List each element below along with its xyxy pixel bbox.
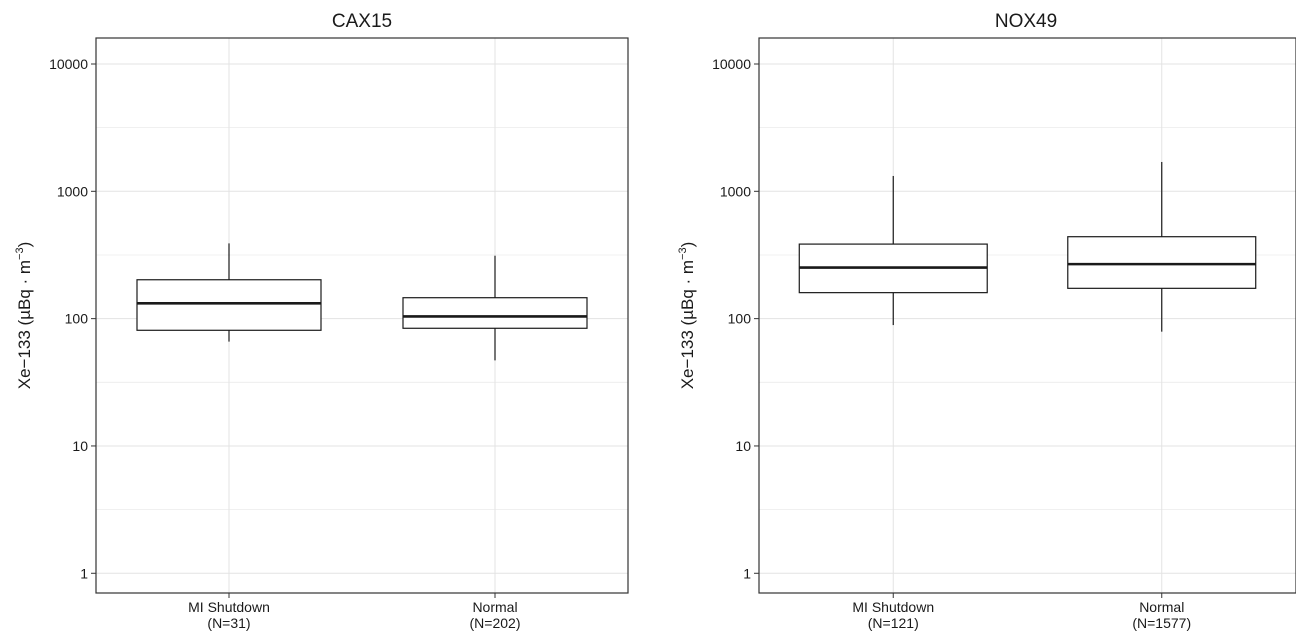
y-tick-label: 100: [65, 311, 89, 327]
box-iqr: [402, 297, 588, 329]
x-category-count: (N=202): [470, 615, 521, 631]
y-tick-label: 10000: [712, 56, 751, 72]
x-category-count: (N=31): [207, 615, 250, 631]
x-category-label: MI Shutdown: [852, 599, 934, 615]
x-category-label: Normal: [472, 599, 517, 615]
y-tick-label: 100: [728, 311, 752, 327]
x-category-count: (N=121): [868, 615, 919, 631]
x-category-label: MI Shutdown: [188, 599, 270, 615]
y-axis-label-close: ): [15, 242, 34, 248]
y-tick-label: 10: [735, 438, 751, 454]
y-axis-label-close: ): [678, 242, 697, 248]
panel-border: [758, 37, 1296, 594]
x-category-count: (N=1577): [1132, 615, 1191, 631]
y-tick-label: 10: [72, 438, 88, 454]
y-axis-label-main: Xe−133 (µBq · m: [678, 260, 697, 389]
y-axis-label-exponent: −3: [677, 247, 689, 260]
x-category-label: Normal: [1139, 599, 1184, 615]
panel-border: [95, 37, 629, 594]
box-iqr: [136, 279, 322, 331]
panel-title: CAX15: [332, 11, 392, 32]
y-tick-label: 1: [743, 565, 751, 581]
box-iqr: [1067, 236, 1257, 289]
y-axis-label-main: Xe−133 (µBq · m: [15, 260, 34, 389]
y-tick-label: 10000: [49, 56, 88, 72]
panel-title: NOX49: [995, 11, 1057, 32]
y-tick-label: 1: [80, 565, 88, 581]
y-tick-label: 1000: [720, 183, 751, 199]
y-axis-label: Xe−133 (µBq · m−3): [677, 242, 697, 390]
y-axis-label: Xe−133 (µBq · m−3): [14, 242, 34, 390]
y-axis-label-exponent: −3: [14, 247, 26, 260]
y-tick-label: 1000: [57, 183, 88, 199]
